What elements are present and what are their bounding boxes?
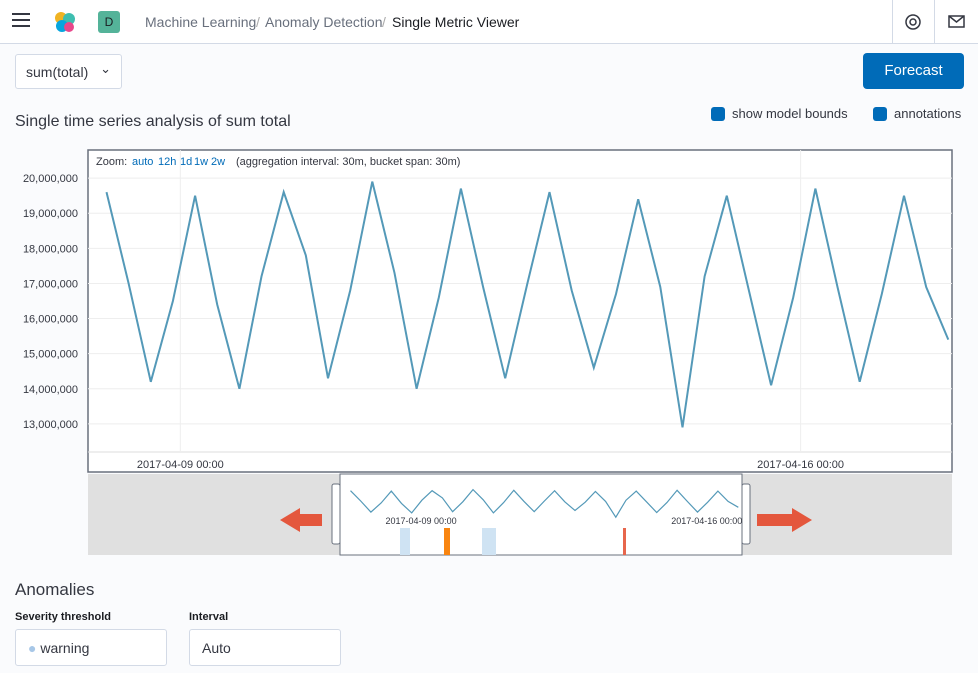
checkbox-label[interactable]: show model bounds: [732, 106, 848, 121]
field-label: Interval: [189, 611, 229, 623]
zoom-option[interactable]: 1d: [180, 156, 192, 168]
separator: /: [382, 14, 386, 30]
logo[interactable]: [53, 10, 77, 34]
zoom-option[interactable]: 2w: [211, 156, 225, 168]
swimlane-cell: [482, 528, 496, 555]
checkbox-label[interactable]: annotations: [894, 106, 962, 121]
menu-button[interactable]: [12, 13, 30, 29]
breadcrumb[interactable]: Anomaly Detection: [265, 14, 383, 30]
arrow-right: [757, 508, 812, 532]
chevron: ⌄: [100, 61, 111, 76]
separator: /: [256, 14, 260, 30]
section-title: Anomalies: [15, 580, 95, 599]
brush-handle[interactable]: [741, 483, 751, 545]
y-tick-label: 13,000,000: [23, 419, 78, 431]
swimlane-cell: [400, 528, 410, 555]
field-label: Severity threshold: [15, 611, 111, 623]
divider: [892, 0, 893, 43]
header: D Machine Learning / Anomaly Detection /…: [0, 0, 978, 44]
brush-handle[interactable]: [331, 483, 341, 545]
series-line: [105, 181, 950, 428]
severity-value: warning: [40, 640, 90, 656]
y-tick-label: 18,000,000: [23, 243, 78, 255]
checkbox[interactable]: [873, 107, 887, 121]
metric-value: sum(total): [26, 64, 89, 80]
zoom-info: (aggregation interval: 30m, bucket span:…: [236, 156, 460, 168]
x-tick-label: 2017-04-09 00:00: [137, 459, 224, 471]
y-tick-label: 17,000,000: [23, 278, 78, 290]
context-tick-label: 2017-04-16 00:00: [671, 516, 742, 526]
context-tick-label: 2017-04-09 00:00: [386, 516, 457, 526]
y-tick-label: 19,000,000: [23, 208, 78, 220]
y-tick-label: 15,000,000: [23, 349, 78, 361]
swimlane-cell: [623, 528, 626, 555]
arrow-left: [280, 508, 322, 532]
panel-title: Single time series analysis of sum total: [15, 113, 291, 130]
x-tick-label: 2017-04-16 00:00: [757, 459, 844, 471]
help-icon[interactable]: [904, 13, 922, 31]
context-line: [350, 488, 739, 519]
checkbox[interactable]: [711, 107, 725, 121]
forecast-button[interactable]: Forecast: [863, 53, 964, 89]
swimlane-cell: [444, 528, 450, 555]
breadcrumb: Single Metric Viewer: [392, 14, 520, 30]
zoom-option[interactable]: 12h: [158, 156, 176, 168]
zoom-label: Zoom:: [96, 156, 127, 168]
zoom-option[interactable]: auto: [132, 156, 153, 168]
interval-value: Auto: [202, 640, 231, 656]
interval-select[interactable]: Auto: [189, 629, 341, 666]
severity-select[interactable]: ● warning: [15, 629, 167, 666]
y-tick-label: 16,000,000: [23, 314, 78, 326]
breadcrumb[interactable]: Machine Learning: [145, 14, 257, 30]
divider: [934, 0, 935, 43]
y-tick-label: 14,000,000: [23, 384, 78, 396]
chart: Zoom: auto 12h 1d 1w 2w (aggregation int…: [23, 149, 953, 556]
zoom-option[interactable]: 1w: [194, 156, 208, 168]
severity-dot: ●: [28, 640, 37, 656]
avatar[interactable]: D: [98, 11, 120, 33]
metric-select[interactable]: sum(total) ⌄: [15, 54, 122, 89]
y-tick-label: 20,000,000: [23, 173, 78, 185]
mail-icon[interactable]: [948, 14, 966, 30]
